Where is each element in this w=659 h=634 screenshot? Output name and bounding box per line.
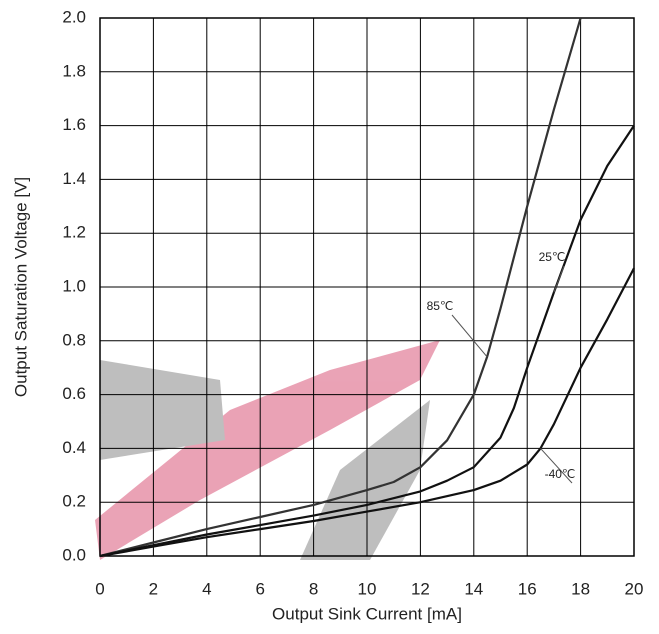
series-label: 25℃ [539, 250, 566, 264]
x-tick-label: 16 [518, 579, 537, 598]
annotation-leader [553, 265, 565, 293]
watermark-shape [300, 400, 430, 560]
y-tick-label: 1.0 [62, 276, 86, 295]
line-series [99, 267, 635, 558]
x-tick-label: 12 [411, 579, 430, 598]
x-tick-label: 8 [309, 579, 318, 598]
line-series [99, 124, 635, 558]
y-tick-label: 0.0 [62, 545, 86, 564]
x-tick-label: 18 [571, 579, 590, 598]
annotation-leader [451, 314, 488, 358]
series-label: -40℃ [545, 467, 576, 481]
x-tick-label: 20 [625, 579, 644, 598]
x-tick-label: 10 [358, 579, 377, 598]
y-tick-label: 1.6 [62, 115, 86, 134]
y-tick-label: 0.8 [62, 330, 86, 349]
lines: 85℃ 25℃ -40℃ [99, 17, 635, 558]
y-tick-label: 2.0 [62, 7, 86, 26]
x-tick-label: 2 [149, 579, 158, 598]
y-tick-label: 1.2 [62, 223, 86, 242]
y-tick-label: 0.6 [62, 384, 86, 403]
x-tick-label: 4 [202, 579, 211, 598]
line-series [99, 17, 582, 558]
y-tick-label: 1.8 [62, 61, 86, 80]
x-axis-label: Output Sink Current [mA] [272, 604, 462, 623]
x-tick-label: 6 [255, 579, 264, 598]
watermark-shape [100, 360, 225, 460]
y-tick-label: 1.4 [62, 169, 86, 188]
y-axis-label: Output Saturation Voltage [V] [11, 177, 30, 397]
series-label: 85℃ [427, 299, 454, 313]
plot-frame [99, 17, 635, 557]
y-tick-label: 0.4 [62, 438, 86, 457]
x-tick-label: 14 [464, 579, 483, 598]
x-tick-label: 0 [95, 579, 104, 598]
annotation-leader [540, 448, 573, 484]
y-tick-label: 0.2 [62, 492, 86, 511]
